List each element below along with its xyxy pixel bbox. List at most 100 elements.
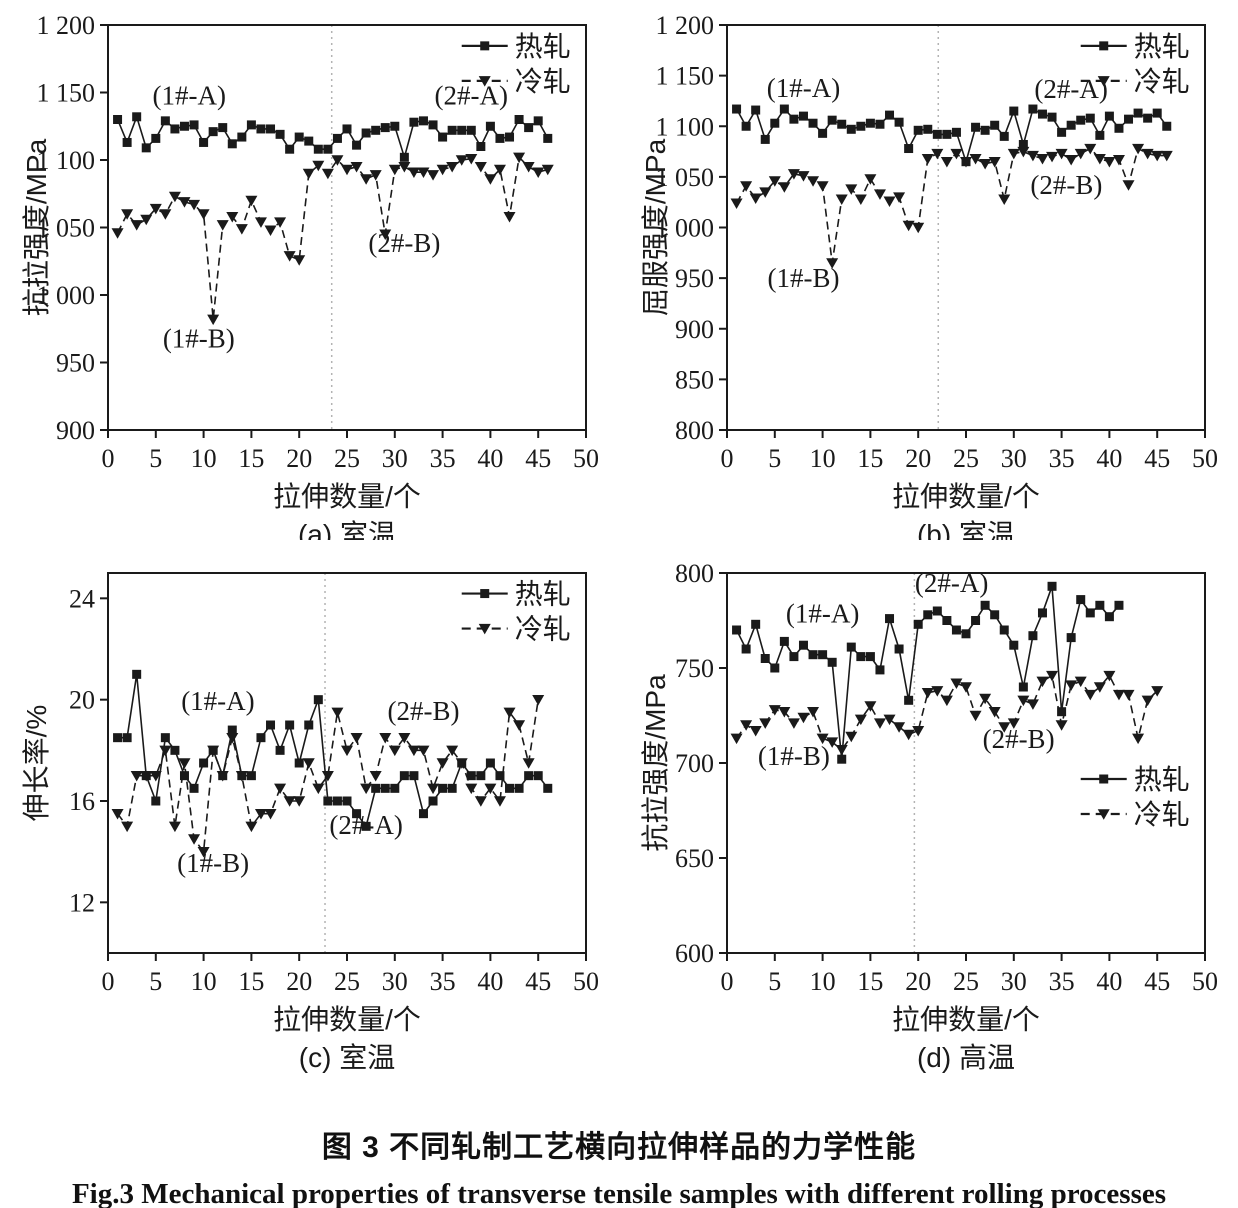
panel-caption: (a) 室温 (298, 519, 396, 540)
data-point-marker (912, 726, 925, 737)
data-point-marker (893, 192, 906, 203)
data-point-marker (883, 714, 896, 726)
panel-caption: (b) 室温 (917, 519, 1015, 540)
data-point-marker (170, 745, 180, 755)
chart-svg-a: 0 5 10 15 20 25 30 35 40 45 50 900 950 1 000 1 050 1 10… (21, 11, 599, 540)
data-point-marker (902, 220, 915, 232)
series-line (735, 107, 1168, 165)
legend-label: 冷轧 (1134, 66, 1190, 97)
y-tick-label: 1 000 (656, 214, 715, 243)
data-point-marker (274, 783, 287, 795)
data-point-marker (428, 796, 438, 806)
x-tick-label: 35 (1049, 444, 1075, 473)
data-point-marker (543, 783, 553, 793)
data-point-marker (294, 132, 304, 142)
data-point-marker (418, 116, 428, 126)
data-point-marker (168, 191, 181, 203)
data-point-marker (942, 616, 952, 625)
annotation-label: (2#-A) (329, 810, 402, 840)
data-point-marker (256, 733, 266, 743)
data-point-marker (770, 118, 780, 128)
y-tick-label: 1 200 (656, 11, 715, 40)
x-axis: 0 5 10 15 20 25 30 35 40 45 50 (721, 953, 1218, 996)
y-tick-label: 650 (675, 844, 714, 873)
y-axis: 12 16 20 24 (69, 584, 108, 917)
data-point-marker (141, 143, 151, 153)
x-tick-label: 10 (191, 444, 217, 473)
data-point-marker (179, 771, 189, 781)
series-cold-rolled (730, 670, 1164, 756)
data-point-marker (513, 720, 526, 731)
x-tick-label: 35 (1049, 967, 1075, 996)
data-point-marker (1160, 150, 1173, 162)
data-point-marker (189, 120, 199, 130)
data-point-marker (485, 121, 495, 131)
data-point-marker (951, 625, 961, 635)
data-point-marker (971, 616, 981, 625)
x-tick-label: 50 (573, 967, 599, 996)
data-point-marker (845, 184, 858, 195)
data-point-marker (188, 199, 201, 211)
data-point-marker (149, 203, 162, 215)
data-point-marker (331, 707, 344, 719)
data-point-marker (427, 170, 440, 181)
data-point-marker (208, 127, 218, 137)
data-point-marker (522, 162, 535, 173)
data-point-marker (122, 733, 132, 743)
data-point-marker (875, 665, 885, 675)
data-point-marker (178, 758, 191, 769)
data-point-marker (759, 718, 772, 729)
y-tick-label: 1 150 (656, 62, 715, 91)
data-point-marker (342, 796, 352, 806)
data-point-marker (132, 112, 142, 122)
x-tick-label: 0 (721, 444, 734, 473)
data-point-marker (940, 156, 953, 168)
y-tick-label: 1 150 (37, 79, 96, 108)
series-cold-rolled (111, 694, 545, 858)
data-point-marker (854, 194, 867, 205)
y-tick-label: 800 (675, 416, 714, 445)
data-point-marker (457, 125, 467, 135)
data-point-marker (188, 834, 201, 845)
data-point-marker (151, 796, 161, 806)
data-point-marker (1028, 104, 1038, 114)
y-tick-label: 12 (69, 888, 95, 917)
data-point-marker (797, 712, 810, 724)
figure-title-en: Fig.3 Mechanical properties of transvers… (71, 1178, 1167, 1208)
data-point-marker (779, 104, 789, 114)
data-point-marker (904, 144, 914, 154)
x-tick-label: 5 (768, 444, 781, 473)
data-point-marker (227, 139, 237, 149)
x-tick-label: 45 (525, 967, 551, 996)
data-point-marker (149, 770, 162, 782)
data-point-marker (808, 118, 818, 128)
data-point-marker (875, 119, 885, 129)
data-point-marker (541, 164, 554, 176)
data-point-marker (768, 705, 781, 716)
data-point-marker (807, 176, 820, 187)
data-point-marker (1141, 148, 1154, 160)
data-point-marker (513, 152, 526, 164)
data-point-marker (503, 212, 516, 223)
data-point-marker (121, 209, 134, 220)
y-tick-label: 700 (675, 749, 714, 778)
data-point-marker (245, 821, 258, 833)
data-point-marker (760, 134, 770, 144)
data-point-marker (837, 754, 847, 764)
data-point-marker (826, 258, 839, 269)
series-line (116, 114, 549, 161)
y-tick-label: 900 (56, 416, 95, 445)
data-point-marker (1074, 148, 1087, 160)
data-point-marker (514, 783, 524, 793)
y-tick-label: 1 200 (37, 11, 96, 40)
x-tick-label: 0 (102, 967, 115, 996)
data-point-marker (197, 209, 210, 220)
data-point-marker (312, 783, 325, 795)
data-point-marker (913, 125, 923, 135)
data-point-marker (216, 770, 229, 782)
x-tick-label: 5 (149, 967, 162, 996)
data-point-marker (845, 731, 858, 743)
data-point-marker (787, 718, 800, 729)
data-point-marker (285, 720, 295, 730)
y-axis: 600 650 700 750 800 (675, 559, 727, 968)
